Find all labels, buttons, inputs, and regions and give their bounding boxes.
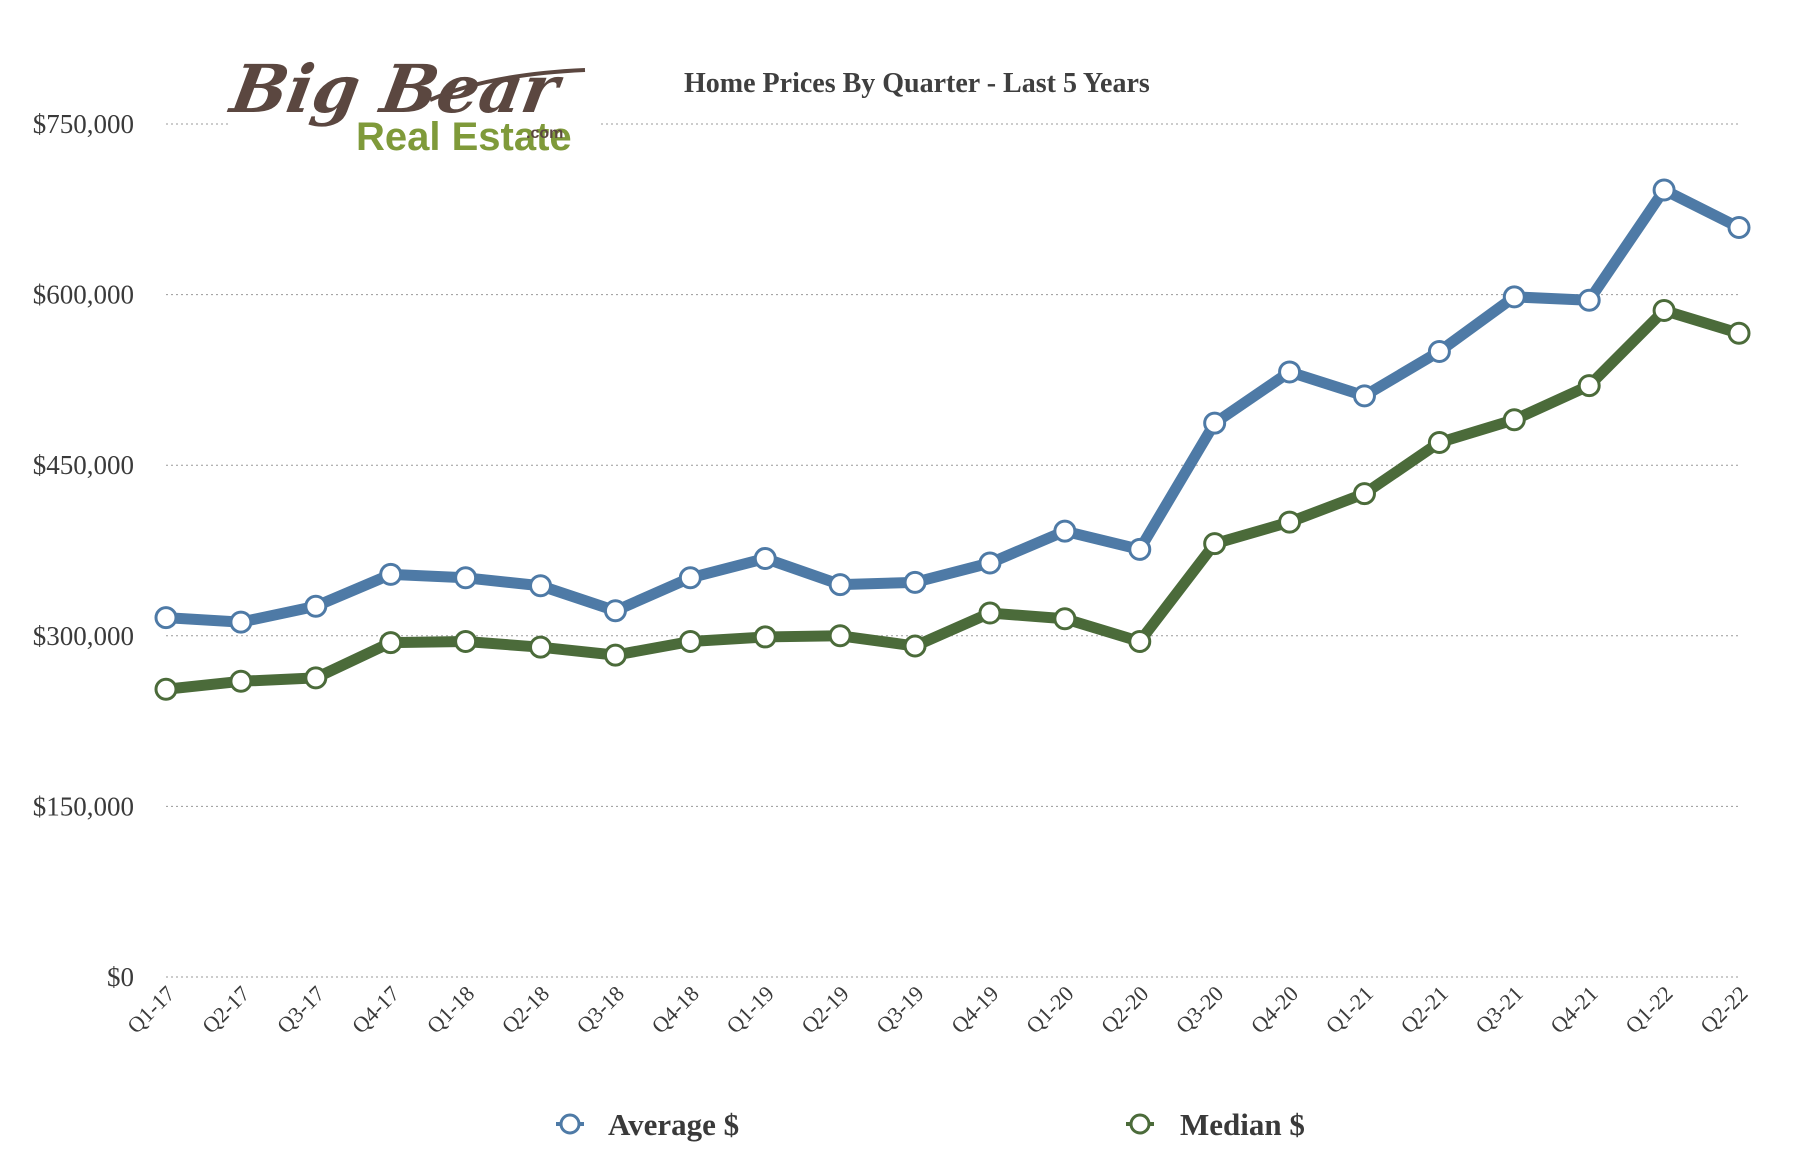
data-point[interactable] bbox=[903, 570, 927, 594]
data-point[interactable] bbox=[1352, 384, 1376, 408]
logo-line-2: Real Estate bbox=[356, 115, 572, 159]
x-tick-label: Q3-17 bbox=[272, 981, 329, 1038]
data-point[interactable] bbox=[1502, 408, 1526, 432]
data-point[interactable] bbox=[678, 566, 702, 590]
x-tick-label: Q1-20 bbox=[1021, 981, 1078, 1038]
x-tick-label: Q3-18 bbox=[572, 981, 629, 1038]
x-tick-label: Q4-19 bbox=[946, 981, 1003, 1038]
data-point[interactable] bbox=[1652, 299, 1676, 323]
logo-suffix: .com bbox=[526, 125, 563, 142]
data-point[interactable] bbox=[229, 610, 253, 634]
grid-lines bbox=[166, 123, 1739, 978]
x-tick-label: Q2-20 bbox=[1096, 981, 1153, 1038]
data-point[interactable] bbox=[978, 601, 1002, 625]
data-point[interactable] bbox=[678, 629, 702, 653]
data-point[interactable] bbox=[379, 631, 403, 655]
y-tick-label: $750,000 bbox=[33, 109, 134, 139]
data-point[interactable] bbox=[828, 573, 852, 597]
x-tick-label: Q2-22 bbox=[1695, 981, 1752, 1038]
x-tick-label: Q3-19 bbox=[871, 981, 928, 1038]
data-point[interactable] bbox=[1427, 339, 1451, 363]
legend-item-median[interactable]: Median $ bbox=[1126, 1107, 1305, 1142]
data-point[interactable] bbox=[304, 594, 328, 618]
data-point[interactable] bbox=[1352, 482, 1376, 506]
y-axis-ticks: $0 $150,000 $300,000 $450,000 $600,000 $750,0… bbox=[33, 109, 134, 992]
data-point[interactable] bbox=[1577, 288, 1601, 312]
legend-item-average[interactable]: Average $ bbox=[556, 1107, 739, 1142]
x-tick-label: Q2-17 bbox=[197, 981, 254, 1038]
legend-median-marker-icon bbox=[1129, 1113, 1151, 1135]
data-point[interactable] bbox=[1128, 537, 1152, 561]
data-point[interactable] bbox=[1652, 178, 1676, 202]
data-point[interactable] bbox=[1053, 519, 1077, 543]
x-tick-label: Q1-22 bbox=[1620, 981, 1677, 1038]
data-point[interactable] bbox=[379, 562, 403, 586]
data-point[interactable] bbox=[1427, 430, 1451, 454]
x-tick-label: Q2-21 bbox=[1395, 981, 1452, 1038]
y-tick-label: $450,000 bbox=[33, 450, 134, 480]
x-tick-label: Q2-18 bbox=[497, 981, 554, 1038]
x-axis-ticks: Q1-17 Q2-17 Q3-17 Q4-17 Q1-18 Q2-18 Q3-18 Q4-18… bbox=[122, 981, 1752, 1038]
legend-median-label: Median $ bbox=[1180, 1107, 1305, 1142]
data-point[interactable] bbox=[603, 643, 627, 667]
data-point[interactable] bbox=[529, 574, 553, 598]
data-point[interactable] bbox=[154, 677, 178, 701]
x-tick-label: Q1-21 bbox=[1321, 981, 1378, 1038]
series-median bbox=[154, 299, 1751, 701]
data-point[interactable] bbox=[1278, 360, 1302, 384]
data-point[interactable] bbox=[454, 629, 478, 653]
x-tick-label: Q3-20 bbox=[1171, 981, 1228, 1038]
data-point[interactable] bbox=[1727, 321, 1751, 345]
legend: Average $ Median $ bbox=[556, 1107, 1305, 1142]
data-point[interactable] bbox=[1727, 215, 1751, 239]
x-tick-label: Q4-18 bbox=[646, 981, 703, 1038]
data-point[interactable] bbox=[304, 666, 328, 690]
legend-average-marker-icon bbox=[559, 1113, 581, 1135]
big-bear-real-estate-logo: Big Bear Real Estate .com bbox=[223, 40, 600, 170]
x-tick-label: Q3-21 bbox=[1470, 981, 1527, 1038]
y-tick-label: $150,000 bbox=[33, 791, 134, 821]
data-point[interactable] bbox=[1577, 374, 1601, 398]
logo-backdrop bbox=[228, 40, 600, 170]
data-point[interactable] bbox=[753, 546, 777, 570]
data-point[interactable] bbox=[603, 599, 627, 623]
logo-line-1: Big Bear bbox=[223, 50, 569, 127]
legend-average-label: Average $ bbox=[608, 1107, 739, 1142]
y-tick-label: $600,000 bbox=[33, 280, 134, 310]
x-tick-label: Q4-17 bbox=[347, 981, 404, 1038]
x-tick-label: Q1-18 bbox=[422, 981, 479, 1038]
data-point[interactable] bbox=[753, 625, 777, 649]
x-tick-label: Q4-20 bbox=[1246, 981, 1303, 1038]
data-point[interactable] bbox=[454, 566, 478, 590]
data-point[interactable] bbox=[1203, 532, 1227, 556]
y-tick-label: $300,000 bbox=[33, 621, 134, 651]
series-average bbox=[154, 178, 1751, 634]
data-point[interactable] bbox=[154, 606, 178, 630]
y-tick-label: $0 bbox=[107, 962, 134, 992]
data-point[interactable] bbox=[1053, 607, 1077, 631]
x-tick-label: Q4-21 bbox=[1545, 981, 1602, 1038]
series-line bbox=[160, 184, 1745, 628]
data-point[interactable] bbox=[1128, 629, 1152, 653]
series-line bbox=[160, 305, 1745, 695]
x-tick-label: Q2-19 bbox=[796, 981, 853, 1038]
data-point[interactable] bbox=[903, 634, 927, 658]
logo-swoosh bbox=[429, 68, 586, 102]
data-point[interactable] bbox=[828, 624, 852, 648]
data-point[interactable] bbox=[229, 669, 253, 693]
data-point[interactable] bbox=[978, 551, 1002, 575]
data-point[interactable] bbox=[1203, 411, 1227, 435]
data-point[interactable] bbox=[529, 635, 553, 659]
x-tick-label: Q1-19 bbox=[721, 981, 778, 1038]
chart-title: Home Prices By Quarter - Last 5 Years bbox=[684, 68, 1150, 99]
data-point[interactable] bbox=[1278, 510, 1302, 534]
data-point[interactable] bbox=[1502, 285, 1526, 309]
series-layer bbox=[154, 178, 1751, 701]
